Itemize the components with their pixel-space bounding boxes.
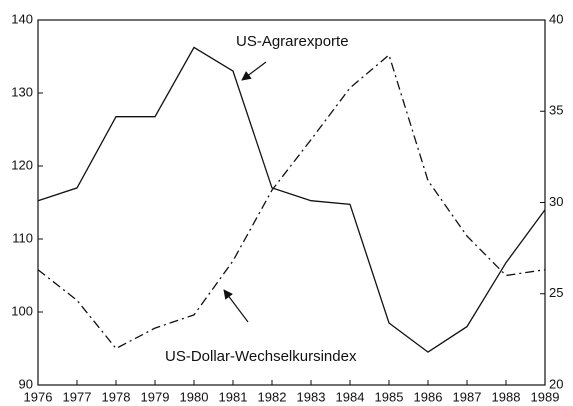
x-tick-label: 1984: [336, 389, 365, 404]
y-tick-label: 110: [12, 230, 33, 245]
y-tick-label: 100: [11, 303, 33, 318]
x-tick-label: 1985: [375, 389, 404, 404]
x-tick-label: 1977: [63, 389, 92, 404]
x-tick-label: 1988: [492, 389, 521, 404]
y-tick-label: 90: [19, 376, 33, 391]
series-line: [37, 53, 546, 350]
x-tick-label: 1980: [180, 389, 209, 404]
x-tick-label: 1989: [531, 389, 560, 404]
plot-frame: [37, 19, 546, 386]
series-label: US-Agrarexporte: [236, 33, 349, 50]
y-tick-label: 130: [11, 84, 33, 99]
y-tick-label: 140: [11, 11, 33, 26]
series-label: US-Dollar-Wechselkursindex: [165, 348, 357, 365]
x-tick-label: 1986: [414, 389, 443, 404]
arrow: [241, 61, 267, 81]
y2-tick-label: 40: [549, 11, 563, 26]
x-tick-label: 1976: [24, 389, 53, 404]
x-tick-label: 1983: [297, 389, 326, 404]
x-tick-label: 1987: [453, 389, 482, 404]
x-tick-label: 1981: [219, 389, 248, 404]
x-tick-label: 1982: [258, 389, 287, 404]
y2-tick-label: 20: [549, 376, 563, 391]
y-tick-label: 120: [11, 157, 33, 172]
x-tick-label: 1979: [141, 389, 170, 404]
y2-tick-label: 35: [549, 103, 563, 118]
arrow: [223, 289, 249, 323]
series-line: [37, 46, 546, 353]
y2-tick-label: 30: [549, 194, 563, 209]
y2-tick-label: 25: [549, 285, 563, 300]
x-tick-label: 1978: [102, 389, 131, 404]
